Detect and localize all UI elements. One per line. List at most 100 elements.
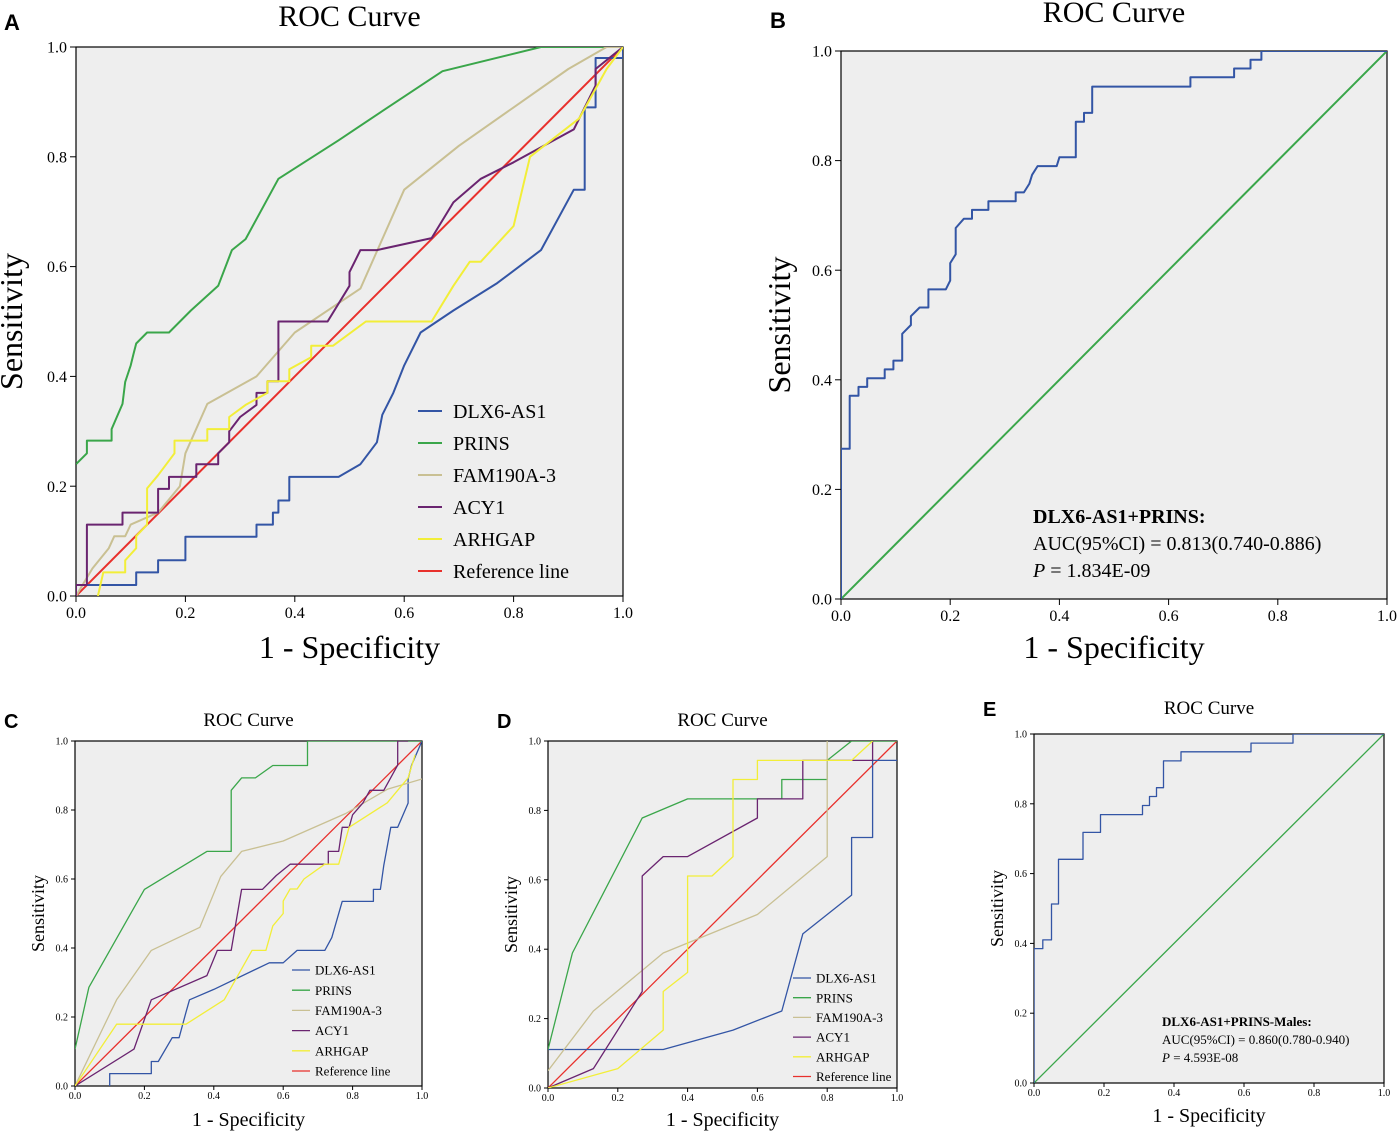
series-line-fam190a-3 (76, 47, 623, 596)
x-tick-label: 0.4 (681, 1093, 694, 1104)
panel-a: A ROC Curve 0.00.0 0.2 0.2 0.4 0.4 0.6 0.6 0.8 0.8… (0, 0, 633, 665)
p-value: P = 1.834E-09 (1032, 560, 1150, 582)
x-tick-label: 0.4 (285, 605, 305, 622)
legend: DLX6-AS1 PRINS FAM190A-3 ACY1 ARHGAP Referenc… (292, 963, 391, 1079)
x-tick-label: 0.4 (1049, 608, 1069, 625)
panel-c: C ROC Curve 0.00.0 0.2 0.2 0.4 0.4 0.6 0.6 0.8 0.8… (4, 710, 428, 1131)
legend: DLX6-AS1 PRINS FAM190A-3 ACY1 ARHGAP Referenc… (793, 971, 892, 1084)
y-tick-label: 0.2 (56, 1013, 69, 1024)
legend-label: ARHGAP (453, 529, 535, 551)
p-number: = 1.834E-09 (1045, 560, 1150, 582)
series-line-fam190a-3 (548, 741, 828, 1072)
legend-label: ACY1 (315, 1023, 349, 1038)
x-tick-label: 0.4 (1168, 1088, 1181, 1099)
auc-annotation: DLX6-AS1+PRINS: AUC(95%CI) = 0.813(0.740-… (1032, 506, 1321, 582)
series-line-arhgap (96, 47, 623, 596)
y-tick-label: 1.0 (47, 40, 67, 57)
x-tick-label: 0.6 (394, 605, 414, 622)
x-tick-label: 0.2 (175, 605, 195, 622)
series-line-reference-line (76, 47, 623, 596)
x-axis-label: 1 - Specificity (666, 1109, 779, 1131)
series-line-reference-line (841, 51, 1387, 599)
legend: DLX6-AS1 PRINS FAM190A-3 ACY1 ARHGAP Referenc… (418, 401, 569, 583)
y-tick-label: 0.6 (529, 875, 542, 886)
y-tick-label: 1.0 (529, 737, 542, 748)
y-tick-label: 0.6 (812, 263, 832, 280)
y-tick-label: 0.4 (529, 945, 542, 956)
panel-e: E ROC Curve 0.00.0 0.2 0.2 0.4 0.4 0.6 0.6 0.8 0.8… (983, 698, 1390, 1127)
chart-title: ROC Curve (1043, 0, 1186, 29)
y-tick-label: 0.2 (1015, 1009, 1028, 1020)
legend-label: Reference line (816, 1069, 892, 1084)
series-line-acy1 (76, 47, 623, 596)
chart-title: ROC Curve (1164, 698, 1254, 719)
panel-letter: B (770, 8, 786, 33)
y-tick-label: 0.4 (812, 372, 832, 389)
panel-letter: E (983, 699, 996, 721)
series-line-prins (548, 741, 897, 1050)
y-tick-label: 0.6 (1015, 869, 1028, 880)
y-axis-label: Sensitivity (761, 257, 797, 394)
series-line-reference-line (75, 741, 422, 1086)
y-tick-label: 1.0 (812, 44, 832, 61)
y-tick-label: 0.4 (56, 944, 69, 955)
x-tick-label: 0.8 (1308, 1088, 1321, 1099)
y-tick-label: 1.0 (1015, 730, 1028, 741)
x-tick-label: 1.0 (613, 605, 633, 622)
y-tick-label: 0.8 (56, 806, 69, 817)
panel-letter: A (4, 10, 20, 35)
y-tick-label: 0.8 (47, 149, 67, 166)
y-tick-label: 0.0 (812, 592, 832, 609)
legend-label: FAM190A-3 (816, 1010, 883, 1025)
y-tick-label: 0.8 (529, 806, 542, 817)
y-tick-label: 0.0 (56, 1082, 69, 1093)
x-tick-label: 0.6 (751, 1093, 764, 1104)
x-tick-label: 0.4 (208, 1091, 221, 1102)
p-value: P = 4.593E-08 (1161, 1050, 1238, 1065)
x-tick-label: 0.0 (831, 608, 851, 625)
y-tick-label: 0.2 (812, 482, 832, 499)
legend-label: Reference line (453, 561, 569, 583)
y-axis-label: Sensitivity (0, 253, 29, 390)
auc-value: AUC(95%CI) = 0.860(0.780-0.940) (1162, 1032, 1350, 1047)
x-tick-label: 0.0 (66, 605, 86, 622)
x-tick-label: 0.0 (69, 1091, 82, 1102)
legend-label: DLX6-AS1 (453, 401, 546, 423)
x-tick-label: 0.6 (277, 1091, 290, 1102)
x-tick-label: 0.0 (1028, 1088, 1041, 1099)
x-tick-label: 0.6 (1159, 608, 1179, 625)
legend-label: FAM190A-3 (315, 1003, 382, 1018)
y-tick-label: 0.2 (47, 479, 67, 496)
series-line-reference-line (548, 741, 897, 1088)
series-line-fam190a-3 (75, 778, 422, 1086)
series-line-combined (841, 51, 1387, 599)
y-tick-label: 0.0 (47, 589, 67, 606)
p-symbol: P (1161, 1050, 1170, 1065)
legend-label: ACY1 (453, 497, 505, 519)
x-axis-label: 1 - Specificity (259, 629, 440, 665)
y-tick-label: 0.4 (1015, 939, 1028, 950)
series-line-prins (75, 741, 422, 1050)
y-tick-label: 0.4 (47, 369, 67, 386)
series-line-prins (76, 47, 623, 465)
y-tick-label: 0.8 (812, 153, 832, 170)
x-tick-label: 0.8 (346, 1091, 359, 1102)
x-axis-label: 1 - Specificity (192, 1109, 305, 1131)
x-axis-label: 1 - Specificity (1023, 629, 1204, 665)
series-line-arhgap (75, 754, 416, 1086)
chart-title: ROC Curve (278, 0, 421, 33)
y-axis-label: Sensitivity (501, 876, 521, 953)
model-name: DLX6-AS1+PRINS: (1033, 506, 1206, 528)
legend-label: ARHGAP (816, 1049, 869, 1064)
x-tick-label: 0.0 (542, 1093, 555, 1104)
x-tick-label: 1.0 (416, 1091, 429, 1102)
p-number: = 4.593E-08 (1170, 1050, 1238, 1065)
y-tick-label: 0.6 (56, 875, 69, 886)
panel-letter: C (4, 711, 18, 733)
auc-value: AUC(95%CI) = 0.813(0.740-0.886) (1033, 533, 1321, 555)
x-tick-label: 0.2 (940, 608, 960, 625)
x-tick-label: 0.8 (1268, 608, 1288, 625)
series-line-combined (1034, 734, 1384, 1083)
series-line-reference-line (1034, 734, 1384, 1083)
x-tick-label: 0.2 (138, 1091, 151, 1102)
